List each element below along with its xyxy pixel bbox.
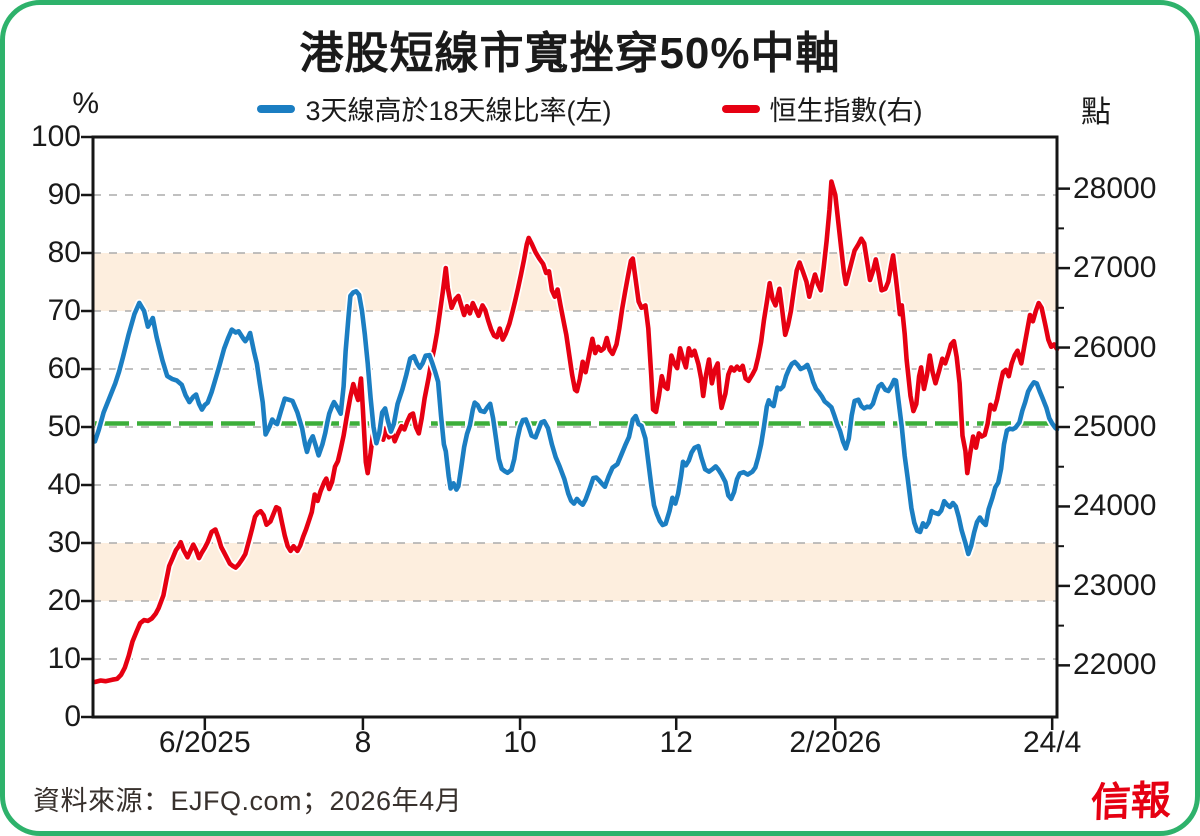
- x-axis-label-24/4: 24/4: [1022, 726, 1082, 759]
- x-axis-label-10: 10: [503, 726, 537, 759]
- left-axis-label-80: 80: [47, 236, 81, 269]
- x-axis-label-12: 12: [659, 726, 693, 759]
- legend: 3天線高於18天線比率(左) 恒生指數(右): [5, 89, 1175, 128]
- right-axis-label-25000: 25000: [1073, 410, 1157, 443]
- left-axis-unit: %: [72, 87, 99, 120]
- breadth-line: [92, 288, 1060, 557]
- hsi-line: [92, 179, 1060, 685]
- left-axis-label-50: 50: [47, 410, 81, 443]
- right-axis-label-27000: 27000: [1073, 251, 1157, 285]
- left-axis-label-10: 10: [47, 642, 81, 675]
- left-axis-label-70: 70: [47, 294, 81, 327]
- legend-label-hsi: 恒生指數(右): [769, 96, 923, 126]
- legend-label-breadth: 3天線高於18天線比率(左): [305, 96, 612, 126]
- right-axis-unit: 點: [1081, 96, 1111, 129]
- band-20-30: [93, 543, 1057, 601]
- left-axis-label-60: 60: [47, 352, 81, 385]
- chart-svg: [81, 135, 1070, 730]
- x-axis-label-2/2026: 2/2026: [789, 726, 882, 759]
- x-axis-label-8: 8: [354, 726, 372, 759]
- right-axis-label-28000: 28000: [1073, 171, 1157, 205]
- right-axis-label-23000: 23000: [1073, 568, 1157, 602]
- right-axis-label-22000: 22000: [1073, 648, 1157, 682]
- legend-item-hsi: 恒生指數(右): [721, 89, 923, 128]
- x-axis-label-6/2025: 6/2025: [158, 726, 251, 759]
- right-axis-label-24000: 24000: [1073, 489, 1157, 523]
- publisher-logo: 信報: [1090, 778, 1172, 826]
- left-axis-label-90: 90: [47, 178, 81, 211]
- hsi-line-swatch: [721, 104, 760, 113]
- legend-item-breadth: 3天線高於18天線比率(左): [257, 89, 612, 128]
- right-axis-label-26000: 26000: [1073, 330, 1157, 364]
- left-axis-label-40: 40: [47, 468, 81, 501]
- band-70-80: [93, 253, 1057, 311]
- left-axis-label-30: 30: [47, 526, 81, 559]
- left-axis-label-20: 20: [47, 584, 81, 617]
- plot-area: [5, 5, 1195, 831]
- left-axis-label-100: 100: [30, 120, 81, 153]
- chart-title: 港股短線市寬挫穿50%中軸: [299, 29, 841, 78]
- left-axis-label-0: 0: [64, 700, 81, 733]
- source-note: 資料來源：EJFQ.com；2026年4月: [33, 786, 463, 816]
- breadth-line-swatch: [257, 104, 296, 113]
